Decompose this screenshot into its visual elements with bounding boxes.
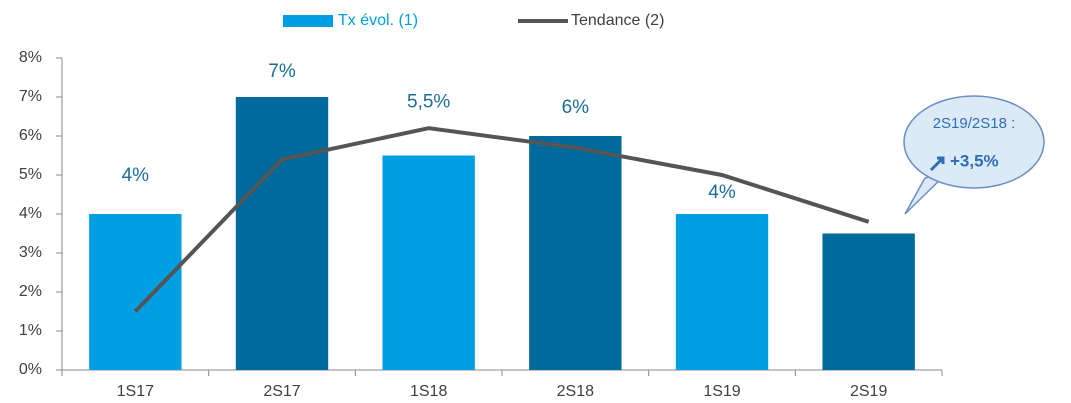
y-tick-label: 6% [19,127,42,144]
x-tick-label: 2S18 [557,383,594,400]
x-tick-label: 1S17 [117,383,154,400]
legend-label: Tx évol. (1) [338,12,418,29]
y-tick-label: 7% [19,88,42,105]
bar [89,214,182,370]
y-tick-label: 8% [19,49,42,66]
y-tick-label: 5% [19,166,42,183]
y-tick-label: 1% [19,322,42,339]
x-tick-label: 1S19 [703,383,740,400]
bar [822,233,915,370]
x-tick-label: 1S18 [410,383,447,400]
bar [235,97,329,370]
trend-line [133,126,870,313]
data-label: 4% [708,182,736,203]
y-tick-label: 4% [19,205,42,222]
data-label: 5,5% [407,92,450,113]
x-tick-label: 2S17 [263,383,300,400]
callout-cover [935,165,985,175]
data-label: 6% [562,97,590,118]
x-tick-label: 2S19 [850,383,887,400]
data-label: 7% [268,61,296,82]
bar [675,214,769,370]
bar [529,136,622,370]
y-tick-label: 3% [19,244,42,261]
callout-value: +3,5% [950,151,999,170]
y-tick-label: 0% [19,361,42,378]
legend-label: Tendance (2) [571,12,664,29]
y-tick-label: 2% [19,283,42,300]
callout-text: 2S19/2S18 : [933,115,1016,132]
data-label: 4% [122,165,150,186]
bar [382,155,475,370]
legend-swatch [283,15,333,27]
callout-arrow-icon [929,156,945,172]
